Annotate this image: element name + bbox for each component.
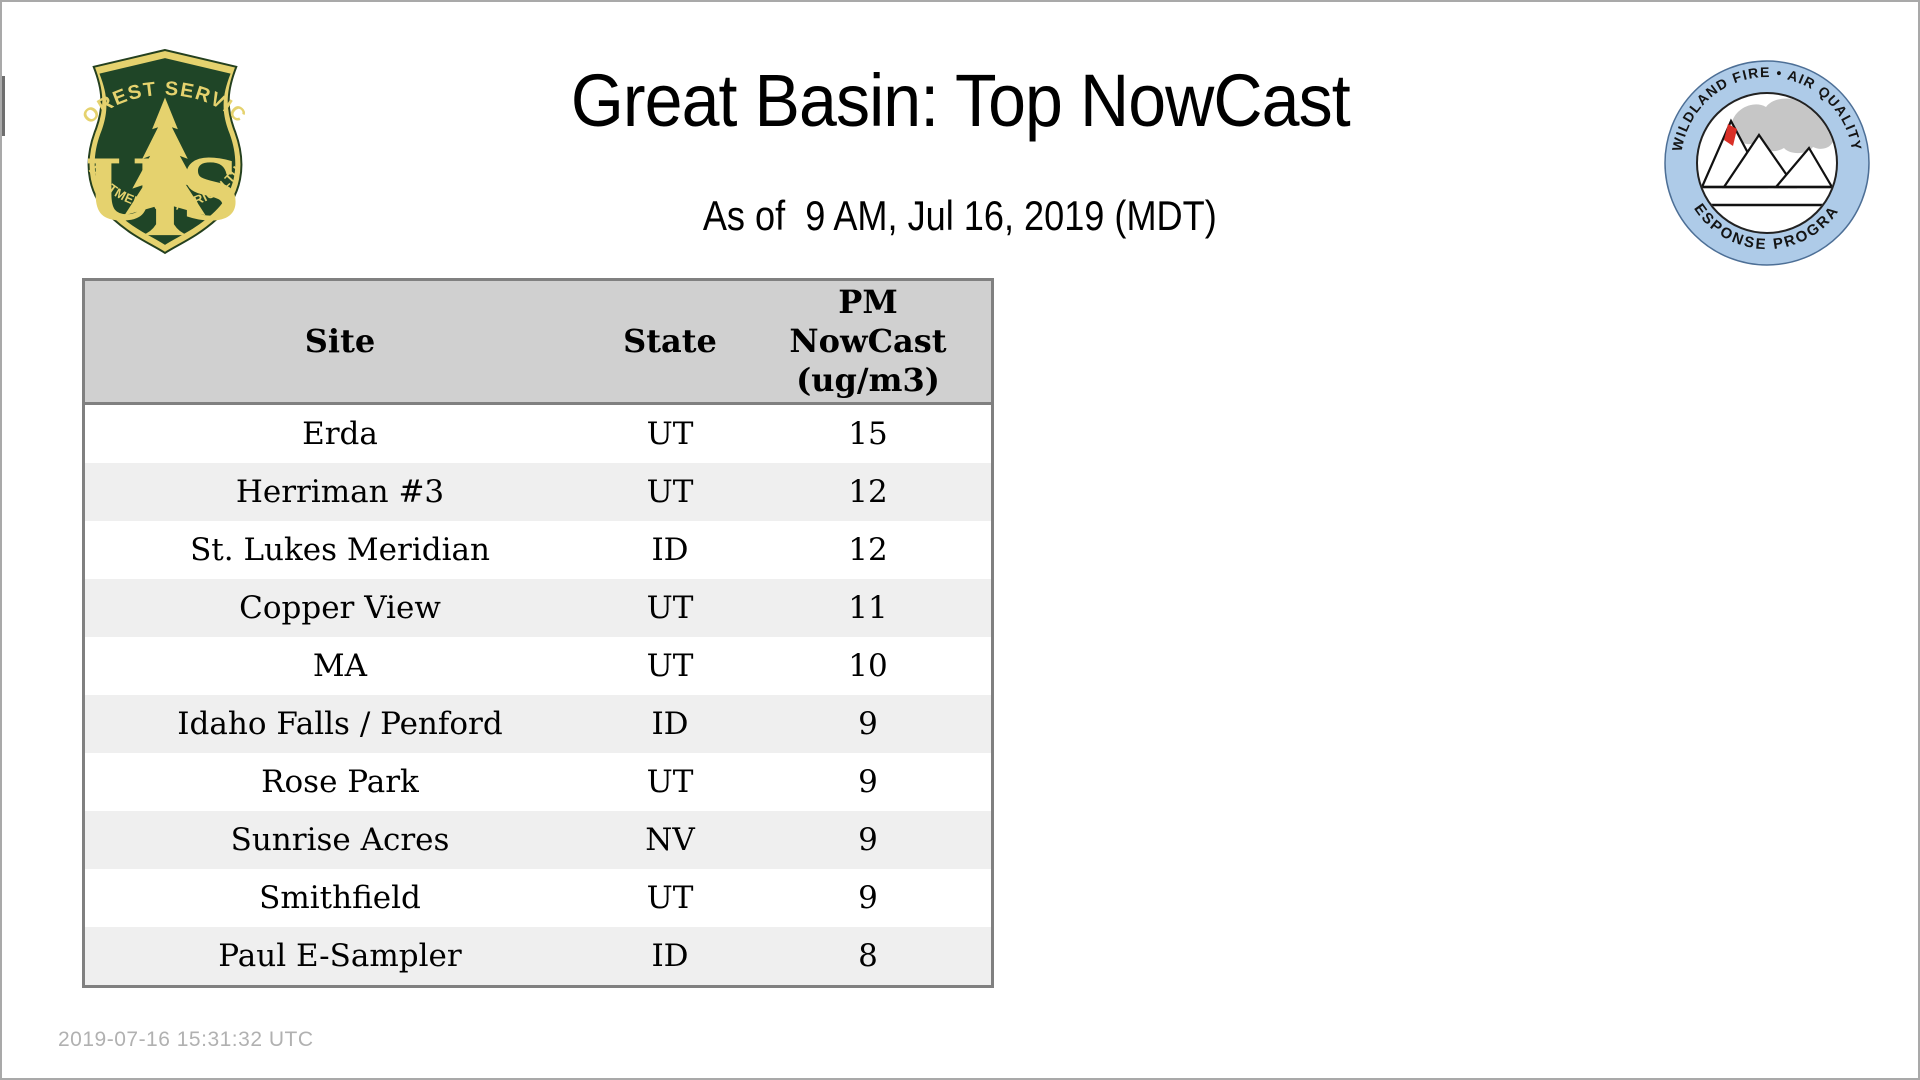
- footer-timestamp: 2019-07-16 15:31:32 UTC: [58, 1028, 314, 1051]
- table-row: Erda UT 15: [85, 405, 991, 463]
- cell-pm: 15: [848, 416, 888, 452]
- cell-state: ID: [651, 706, 689, 742]
- cell-pm: 9: [858, 764, 878, 800]
- page-title-row: Great Basin: Top NowCast: [2, 58, 1918, 143]
- cell-site: St. Lukes Meridian: [190, 532, 490, 568]
- cell-pm: 9: [858, 880, 878, 916]
- table-row: Sunrise Acres NV 9: [85, 811, 991, 869]
- cell-pm: 10: [848, 648, 888, 684]
- screen-edge-artifact: [2, 76, 5, 136]
- table-header-row: Site State PM NowCast (ug/m3): [85, 281, 991, 405]
- cell-site: Paul E-Sampler: [218, 938, 462, 974]
- pine-tree-icon: [124, 97, 206, 236]
- cell-state: UT: [646, 474, 694, 510]
- column-header-site: Site: [304, 321, 376, 360]
- nowcast-table: Site State PM NowCast (ug/m3) Erda UT 15…: [82, 278, 994, 988]
- wfaqrp-badge: WILDLAND FIRE • AIR QUALITY RESPONSE PRO…: [1655, 45, 1870, 266]
- cell-state: UT: [646, 764, 694, 800]
- forest-service-shield: FOREST SERVICE U S DEPARTMENT OF AGRICUL…: [59, 23, 249, 255]
- cell-pm: 12: [848, 474, 888, 510]
- cell-pm: 8: [858, 938, 878, 974]
- page-subtitle: As of 9 AM, Jul 16, 2019 (MDT): [703, 192, 1217, 239]
- column-header-state: State: [623, 321, 717, 360]
- table-row: MA UT 10: [85, 637, 991, 695]
- cell-pm: 9: [858, 706, 878, 742]
- cell-site: Smithfield: [259, 880, 421, 916]
- cell-state: UT: [646, 648, 694, 684]
- column-header-pm-nowcast: PM NowCast (ug/m3): [789, 282, 947, 400]
- cell-state: UT: [646, 416, 694, 452]
- table-row: Smithfield UT 9: [85, 869, 991, 927]
- table-row: Copper View UT 11: [85, 579, 991, 637]
- cell-pm: 9: [858, 822, 878, 858]
- cell-site: Erda: [302, 416, 378, 452]
- table-row: Paul E-Sampler ID 8: [85, 927, 991, 985]
- cell-site: Sunrise Acres: [230, 822, 450, 858]
- cell-pm: 12: [848, 532, 888, 568]
- forest-service-logo: FOREST SERVICE U S DEPARTMENT OF AGRICUL…: [59, 23, 264, 258]
- cell-state: UT: [646, 880, 694, 916]
- cell-site: Idaho Falls / Penford: [177, 706, 503, 742]
- cell-state: NV: [645, 822, 695, 858]
- cell-site: Herriman #3: [235, 474, 445, 510]
- shield-letter-s: S: [181, 141, 241, 239]
- cell-state: ID: [651, 938, 689, 974]
- cell-site: Copper View: [239, 590, 441, 626]
- page-title: Great Basin: Top NowCast: [570, 59, 1351, 142]
- table-row: St. Lukes Meridian ID 12: [85, 521, 991, 579]
- table-row: Idaho Falls / Penford ID 9: [85, 695, 991, 753]
- table-row: Herriman #3 UT 12: [85, 463, 991, 521]
- page-subtitle-row: As of 9 AM, Jul 16, 2019 (MDT): [2, 192, 1918, 240]
- cell-state: UT: [646, 590, 694, 626]
- wfaqrp-logo: WILDLAND FIRE • AIR QUALITY RESPONSE PRO…: [1655, 45, 1872, 268]
- cell-site: MA: [312, 648, 368, 684]
- table-row: Rose Park UT 9: [85, 753, 991, 811]
- flame-icon: [1724, 124, 1737, 146]
- cell-pm: 11: [848, 590, 888, 626]
- cell-state: ID: [651, 532, 689, 568]
- cell-site: Rose Park: [261, 764, 419, 800]
